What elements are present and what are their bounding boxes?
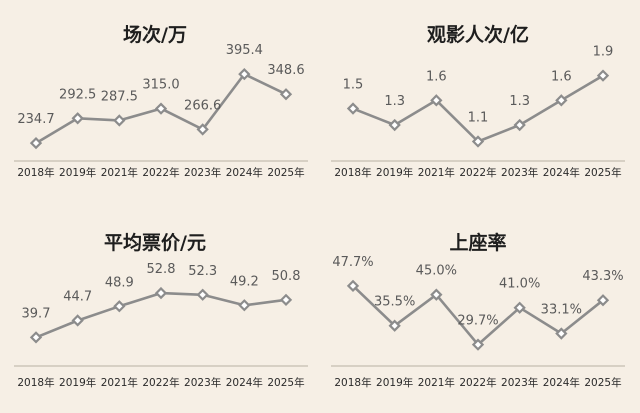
data-label: 45.0%: [416, 264, 457, 279]
data-label: 287.5: [101, 89, 138, 104]
data-label: 33.1%: [541, 303, 582, 318]
data-point: [154, 286, 168, 300]
data-point: [71, 112, 84, 125]
chart-panel-1: 观影人次/亿 1.5 2018年 1.3 2019年 1.6 2021年 1.1 2022年 1.…: [331, 23, 625, 179]
x-tick-label: 2023年: [501, 376, 538, 389]
data-label: 48.9: [105, 275, 134, 290]
x-tick-label: 2024年: [543, 376, 580, 389]
data-label: 41.0%: [499, 277, 540, 292]
data-point: [29, 331, 43, 344]
data-point: [196, 288, 209, 301]
data-point: [555, 327, 568, 340]
x-tick-label: 2019年: [376, 376, 413, 389]
data-point: [471, 338, 485, 351]
x-tick-label: 2018年: [334, 376, 371, 389]
data-label: 1.6: [551, 69, 572, 84]
x-tick-label: 2019年: [59, 166, 96, 179]
x-tick-label: 2025年: [584, 376, 621, 389]
data-label: 292.5: [59, 87, 96, 102]
x-tick-label: 2025年: [584, 166, 621, 179]
x-tick-label: 2024年: [543, 166, 580, 179]
data-point: [196, 123, 209, 136]
data-point: [346, 279, 360, 293]
x-tick-label: 2024年: [226, 376, 263, 389]
x-tick-label: 2022年: [142, 166, 179, 179]
data-point: [238, 67, 251, 81]
x-tick-label: 2022年: [142, 376, 179, 389]
data-point: [279, 293, 293, 307]
data-label: 315.0: [142, 78, 179, 93]
data-point: [238, 299, 251, 312]
data-point: [388, 319, 401, 332]
data-point: [430, 94, 443, 107]
data-label: 29.7%: [457, 314, 498, 329]
chart-title: 平均票价/元: [104, 231, 206, 254]
x-tick-label: 2023年: [184, 166, 221, 179]
chart-panel-0: 场次/万 234.7 2018年 292.5 2019年 287.5 2021年 315.0 2…: [14, 23, 308, 179]
x-tick-label: 2018年: [334, 166, 371, 179]
x-tick-label: 2018年: [17, 376, 54, 389]
x-tick-label: 2019年: [59, 376, 96, 389]
data-label: 44.7: [63, 289, 92, 304]
data-point: [113, 114, 126, 127]
data-label: 1.9: [593, 45, 614, 60]
data-label: 1.5: [343, 78, 364, 93]
data-label: 35.5%: [374, 295, 415, 310]
x-tick-label: 2025年: [267, 376, 304, 389]
chart-panel-2: 平均票价/元 39.7 2018年 44.7 2019年 48.9 2021年 52.8 202…: [14, 231, 308, 389]
data-point: [71, 314, 84, 327]
data-point: [596, 69, 610, 82]
x-tick-label: 2021年: [101, 376, 138, 389]
x-tick-label: 2023年: [501, 166, 538, 179]
data-point: [113, 300, 126, 313]
data-label: 47.7%: [332, 255, 373, 270]
data-label: 39.7: [22, 306, 51, 321]
x-tick-label: 2021年: [418, 166, 455, 179]
data-label: 348.6: [267, 63, 304, 78]
x-tick-label: 2021年: [101, 166, 138, 179]
data-point: [513, 118, 526, 132]
data-label: 1.3: [384, 94, 405, 109]
data-label: 49.2: [230, 274, 259, 289]
chart-panel-3: 上座率 47.7% 2018年 35.5% 2019年 45.0% 2021年 29.7% 20…: [331, 231, 625, 389]
x-tick-label: 2021年: [418, 376, 455, 389]
data-label: 1.6: [426, 69, 447, 84]
data-label: 52.3: [188, 264, 217, 279]
chart-title: 上座率: [449, 231, 506, 254]
data-point: [430, 288, 443, 301]
x-tick-label: 2024年: [226, 166, 263, 179]
data-point: [471, 135, 485, 148]
data-point: [555, 94, 568, 107]
data-label: 266.6: [184, 98, 221, 113]
data-label: 50.8: [272, 269, 301, 284]
data-label: 1.3: [509, 94, 530, 109]
data-point: [596, 294, 610, 307]
data-label: 1.1: [468, 111, 489, 126]
x-tick-label: 2019年: [376, 166, 413, 179]
chart-title: 场次/万: [123, 23, 187, 46]
x-tick-label: 2018年: [17, 166, 54, 179]
chart-title: 观影人次/亿: [427, 23, 529, 46]
data-point: [513, 301, 526, 314]
x-tick-label: 2025年: [267, 166, 304, 179]
data-point: [388, 118, 401, 132]
x-tick-label: 2022年: [459, 376, 496, 389]
data-point: [29, 136, 43, 150]
data-point: [154, 102, 168, 115]
data-point: [346, 102, 360, 115]
data-point: [279, 88, 293, 101]
data-label: 395.4: [226, 43, 263, 58]
data-label: 43.3%: [582, 269, 623, 284]
x-tick-label: 2022年: [459, 166, 496, 179]
x-tick-label: 2023年: [184, 376, 221, 389]
data-label: 52.8: [147, 262, 176, 277]
data-label: 234.7: [17, 112, 54, 127]
